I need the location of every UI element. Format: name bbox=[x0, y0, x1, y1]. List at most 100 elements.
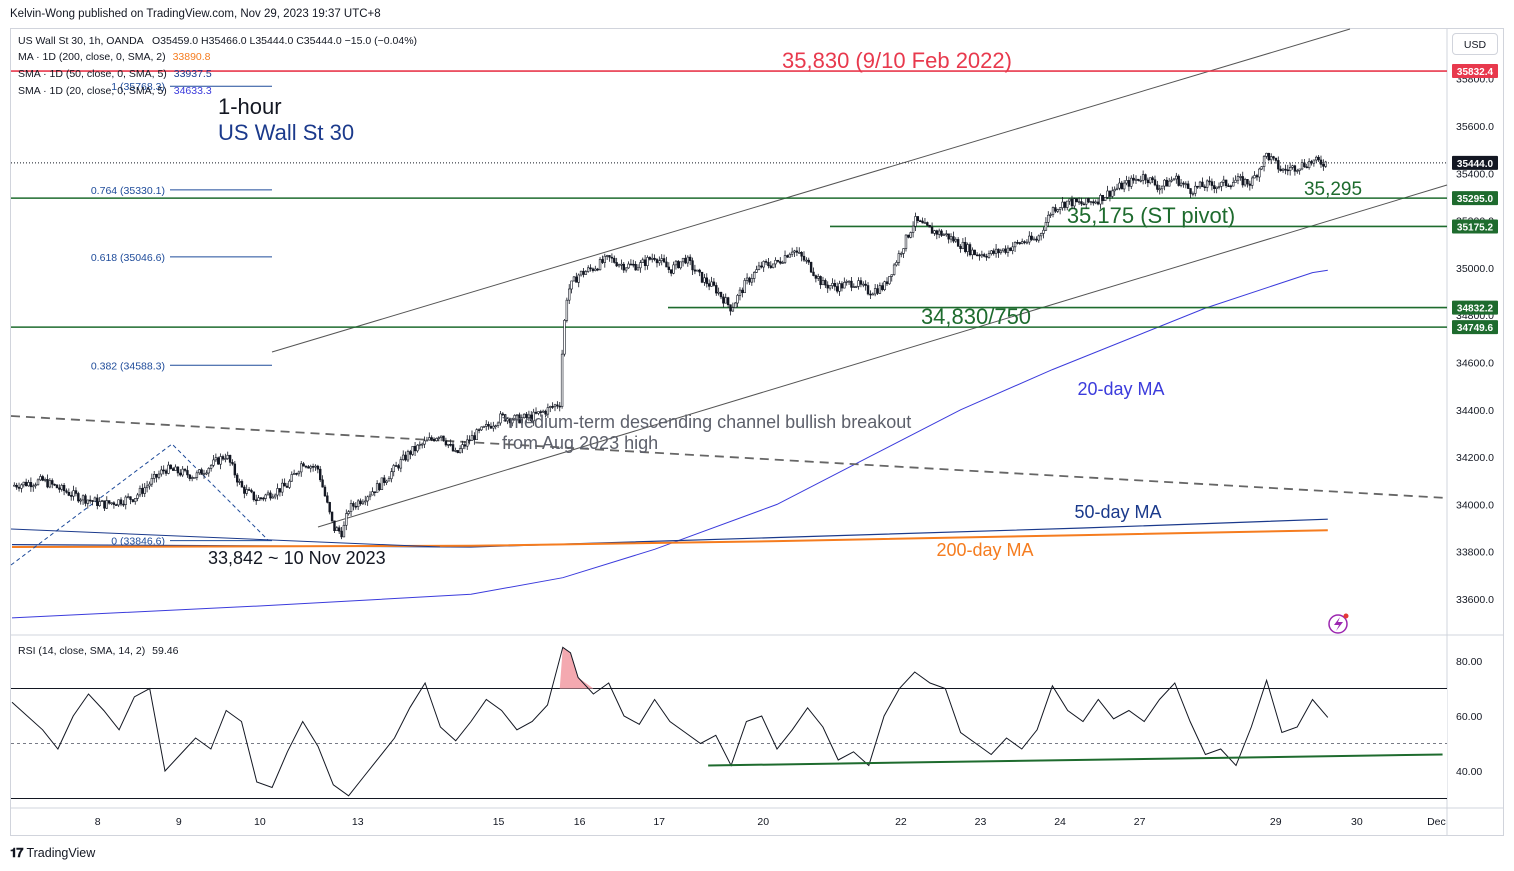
candle-body bbox=[404, 454, 407, 461]
candle-body bbox=[586, 267, 590, 272]
candle-body bbox=[207, 468, 210, 474]
candle-body bbox=[1153, 179, 1157, 186]
candle-body bbox=[805, 259, 808, 262]
lightning-icon bbox=[1328, 614, 1348, 634]
lightning-icon-bolt bbox=[1334, 617, 1343, 631]
price-tick-label: 34000.0 bbox=[1456, 499, 1494, 511]
notification-dot-icon bbox=[1343, 613, 1349, 619]
candle-body bbox=[1089, 201, 1093, 203]
candle-body bbox=[1322, 164, 1325, 167]
candle-body bbox=[1149, 177, 1152, 184]
candle-body bbox=[1274, 157, 1278, 161]
candle-body bbox=[1196, 185, 1199, 188]
candle-body bbox=[390, 471, 393, 480]
candle-body bbox=[800, 252, 803, 257]
support-zone-label: 34,830/750 bbox=[921, 304, 1031, 329]
candle-body bbox=[1251, 177, 1254, 186]
candle-body bbox=[20, 484, 23, 489]
level-price-tag-label: 35175.2 bbox=[1457, 222, 1494, 233]
candle-body bbox=[271, 496, 274, 499]
candle-body bbox=[1032, 238, 1036, 241]
candle-body bbox=[824, 280, 827, 286]
candle-body bbox=[1293, 165, 1297, 172]
candle-body bbox=[387, 478, 391, 482]
candle-body bbox=[307, 466, 310, 469]
candle-body bbox=[1011, 246, 1014, 251]
candle-body bbox=[890, 274, 893, 277]
candle-body bbox=[1298, 168, 1301, 171]
candle-body bbox=[975, 254, 979, 257]
candle-body bbox=[15, 484, 18, 488]
candle-body bbox=[217, 457, 220, 465]
breakout-annotation-line2: from Aug 2023 high bbox=[502, 433, 658, 453]
candle-body bbox=[817, 276, 820, 279]
candle-body bbox=[406, 451, 410, 461]
legend-rsi-row[interactable]: RSI (14, close, SMA, 14, 2) 59.46 bbox=[18, 645, 178, 657]
candle-body bbox=[1281, 168, 1285, 171]
candle-body bbox=[1234, 179, 1237, 183]
candle-body bbox=[501, 413, 505, 416]
legend-sma50-value: 33937.5 bbox=[173, 68, 212, 80]
candle-body bbox=[200, 469, 203, 475]
candle-body bbox=[179, 472, 182, 476]
candle-body bbox=[1106, 190, 1109, 198]
candle-body bbox=[84, 495, 87, 504]
candle-body bbox=[494, 425, 497, 427]
candle-body bbox=[634, 264, 637, 271]
candle-body bbox=[1002, 248, 1005, 252]
candle-body bbox=[527, 414, 531, 418]
candle-body bbox=[1208, 180, 1211, 183]
candle-body bbox=[854, 286, 858, 288]
candle-body bbox=[356, 500, 360, 507]
candle-body bbox=[1303, 162, 1306, 168]
time-tick-label: 29 bbox=[1270, 816, 1282, 828]
candle-body bbox=[1044, 222, 1048, 231]
candle-body bbox=[150, 478, 154, 485]
candle-body bbox=[814, 275, 818, 279]
legend-symbol-row: US Wall St 30, 1h, OANDA O35459.0 H35466… bbox=[18, 35, 417, 47]
candle-body bbox=[1054, 207, 1057, 212]
candle-body bbox=[1258, 168, 1261, 178]
candle-body bbox=[188, 474, 191, 479]
candle-body bbox=[679, 261, 682, 269]
candle-body bbox=[1319, 159, 1323, 165]
candle-body bbox=[93, 497, 97, 502]
candle-body bbox=[722, 296, 725, 304]
legend-ma200-row[interactable]: MA · 1D (200, close, 0, SMA, 2) 33890.8 bbox=[18, 51, 211, 63]
level-price-tag-label: 35832.4 bbox=[1457, 67, 1494, 78]
candle-body bbox=[499, 413, 502, 424]
candle-body bbox=[961, 241, 965, 249]
time-tick-label: 24 bbox=[1054, 816, 1066, 828]
candle-body bbox=[696, 269, 699, 272]
candle-body bbox=[539, 411, 542, 413]
candle-body bbox=[767, 262, 770, 267]
level-price-tag bbox=[1452, 64, 1498, 79]
candle-body bbox=[278, 488, 282, 493]
candle-body bbox=[1004, 248, 1007, 253]
candle-body bbox=[769, 265, 773, 268]
candle-body bbox=[252, 491, 256, 501]
candle-body bbox=[734, 302, 737, 308]
candle-body bbox=[425, 439, 429, 442]
candle-body bbox=[155, 473, 158, 478]
candle-body bbox=[1189, 188, 1192, 194]
candle-body bbox=[131, 499, 135, 502]
candle-body bbox=[397, 465, 400, 469]
candle-body bbox=[1307, 161, 1311, 168]
tradingview-logo[interactable]: 𝟏𝟕 TradingView bbox=[10, 845, 95, 861]
candle-body bbox=[947, 233, 950, 240]
candle-body bbox=[1198, 181, 1202, 188]
candle-body bbox=[1122, 182, 1126, 190]
currency-button[interactable]: USD bbox=[1452, 33, 1498, 55]
candle-body bbox=[1222, 179, 1225, 183]
legend-sma50-row[interactable]: SMA · 1D (50, close, 0, SMA, 5) 33937.5 bbox=[18, 68, 212, 80]
candle-body bbox=[1279, 168, 1282, 171]
candle-body bbox=[520, 417, 523, 424]
candle-body bbox=[88, 499, 92, 502]
legend-sma20-row[interactable]: SMA · 1D (20, close, 0, SMA, 5) 34633.3 bbox=[18, 85, 212, 97]
candle-body bbox=[715, 285, 718, 294]
candle-body bbox=[492, 425, 495, 429]
candle-body bbox=[670, 269, 673, 274]
candle-body bbox=[1025, 241, 1029, 244]
